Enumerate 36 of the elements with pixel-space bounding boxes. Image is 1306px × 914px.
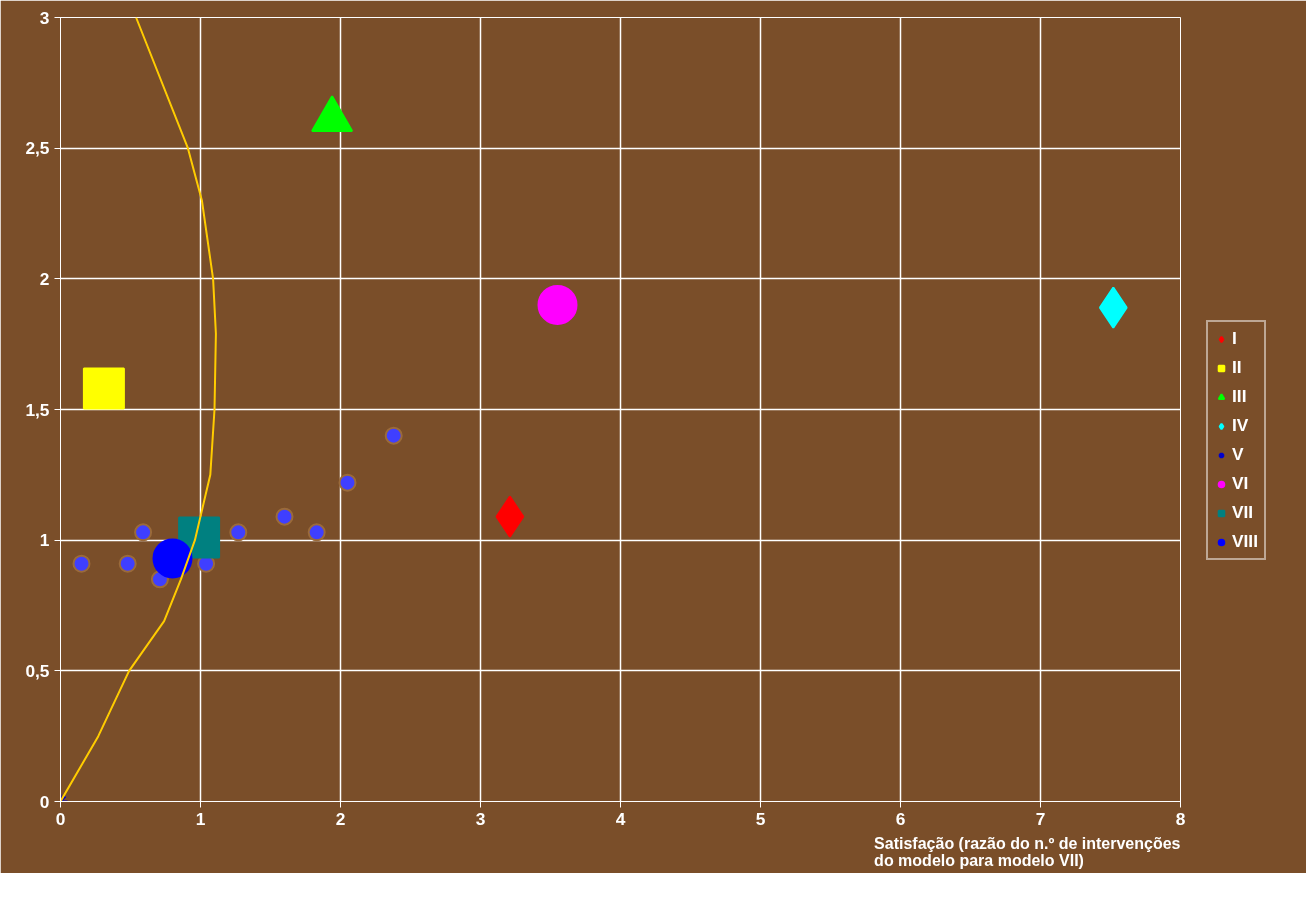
x-axis-title: Satisfação (razão do n.º de intervenções do modelo para modelo VII) <box>874 834 1181 869</box>
x-tick-label: 5 <box>755 808 766 829</box>
point <box>338 473 357 492</box>
legend-label: VII <box>1232 502 1254 523</box>
point <box>134 523 153 542</box>
point <box>229 523 248 542</box>
x-tick-label: 8 <box>1175 808 1186 829</box>
x-tick-label: 2 <box>335 808 346 829</box>
y-tick-label: 3 <box>39 7 50 28</box>
point <box>82 367 125 410</box>
y-tick-label: 1 <box>39 530 50 551</box>
x-tick-label: 6 <box>895 808 906 829</box>
legend-label: VIII <box>1232 531 1259 552</box>
legend-label: IV <box>1232 415 1250 436</box>
legend-label: III <box>1232 386 1248 407</box>
legend-label: V <box>1232 444 1245 465</box>
legend-label: I <box>1232 328 1238 349</box>
y-tick-label: 2 <box>39 268 50 289</box>
y-tick-label: 0 <box>39 791 50 812</box>
point <box>384 426 403 445</box>
x-tick-label: 4 <box>615 808 626 829</box>
x-tick-label: 0 <box>55 808 66 829</box>
point <box>275 507 294 526</box>
point <box>72 554 91 573</box>
point <box>537 285 578 325</box>
x-tick-label: 7 <box>1035 808 1046 829</box>
legend-label: VI <box>1232 473 1250 494</box>
y-tick-label: 1,5 <box>25 399 50 420</box>
point <box>307 523 326 542</box>
legend-label: II <box>1232 357 1243 378</box>
point <box>118 554 137 573</box>
x-tick-label: 1 <box>195 808 206 829</box>
y-tick-label: 2,5 <box>25 138 50 159</box>
y-tick-label: 0,5 <box>25 660 50 681</box>
x-tick-label: 3 <box>475 808 486 829</box>
point <box>152 538 193 579</box>
